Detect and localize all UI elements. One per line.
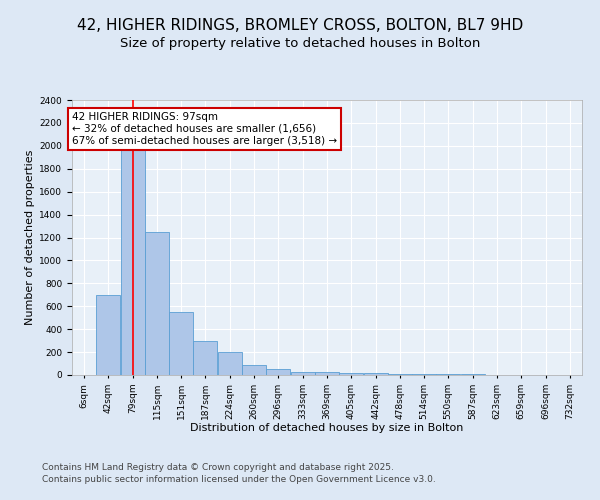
Bar <box>266 370 290 375</box>
Bar <box>388 374 412 375</box>
Bar <box>145 232 169 375</box>
Text: Contains HM Land Registry data © Crown copyright and database right 2025.: Contains HM Land Registry data © Crown c… <box>42 462 394 471</box>
Bar <box>364 374 388 375</box>
Bar <box>461 374 485 375</box>
Bar <box>169 312 193 375</box>
Text: Contains public sector information licensed under the Open Government Licence v3: Contains public sector information licen… <box>42 475 436 484</box>
Text: 42 HIGHER RIDINGS: 97sqm
← 32% of detached houses are smaller (1,656)
67% of sem: 42 HIGHER RIDINGS: 97sqm ← 32% of detach… <box>72 112 337 146</box>
Bar <box>193 340 217 375</box>
Bar <box>242 364 266 375</box>
Bar <box>218 352 242 375</box>
X-axis label: Distribution of detached houses by size in Bolton: Distribution of detached houses by size … <box>190 423 464 433</box>
Bar <box>412 374 436 375</box>
Bar <box>291 372 315 375</box>
Bar <box>96 295 120 375</box>
Text: 42, HIGHER RIDINGS, BROMLEY CROSS, BOLTON, BL7 9HD: 42, HIGHER RIDINGS, BROMLEY CROSS, BOLTO… <box>77 18 523 32</box>
Bar <box>315 372 339 375</box>
Bar <box>121 146 145 375</box>
Bar <box>436 374 460 375</box>
Bar <box>339 372 363 375</box>
Text: Size of property relative to detached houses in Bolton: Size of property relative to detached ho… <box>120 38 480 51</box>
Y-axis label: Number of detached properties: Number of detached properties <box>25 150 35 325</box>
